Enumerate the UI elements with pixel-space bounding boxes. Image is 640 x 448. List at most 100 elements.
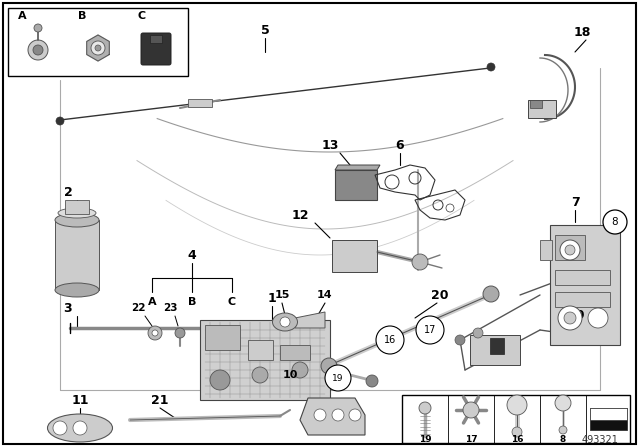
Circle shape [349,409,361,421]
Text: 12: 12 [291,208,308,221]
Circle shape [559,426,567,434]
Circle shape [314,409,326,421]
Text: 14: 14 [317,290,333,300]
Text: 6: 6 [396,138,404,151]
Bar [65,200,89,214]
Circle shape [555,395,571,411]
Polygon shape [295,312,325,328]
Text: 15: 15 [275,290,290,300]
Text: 18: 18 [573,26,591,39]
Bar [205,325,240,350]
Circle shape [73,421,87,435]
Text: B: B [78,11,86,21]
Circle shape [56,117,64,125]
Bar [555,270,610,285]
Ellipse shape [47,414,113,442]
Text: 17: 17 [424,325,436,335]
Text: 21: 21 [151,393,169,406]
Circle shape [332,409,344,421]
Circle shape [512,427,522,437]
Bar [55,220,99,290]
Bar [248,340,273,360]
Ellipse shape [58,208,96,218]
Circle shape [463,402,479,418]
FancyBboxPatch shape [141,33,171,65]
Text: 16: 16 [384,335,396,345]
Circle shape [325,365,351,391]
Text: 17: 17 [465,435,477,444]
Bar [590,408,627,430]
Bar [530,100,542,108]
Circle shape [376,326,404,354]
Text: 13: 13 [321,138,339,151]
Circle shape [34,24,42,32]
Circle shape [280,317,290,327]
Circle shape [33,45,43,55]
Circle shape [252,367,268,383]
Bar [402,395,630,443]
Text: 8: 8 [560,435,566,444]
Text: 20: 20 [431,289,449,302]
Text: 11: 11 [71,393,89,406]
Circle shape [148,326,162,340]
Text: 2: 2 [63,185,72,198]
Circle shape [152,330,158,336]
Polygon shape [87,35,109,61]
Text: 493321: 493321 [582,435,618,445]
Text: B: B [188,297,196,307]
Circle shape [53,421,67,435]
Circle shape [412,254,428,270]
Circle shape [28,40,48,60]
Circle shape [603,210,627,234]
Text: 1: 1 [268,292,276,305]
Bar [550,225,620,345]
Circle shape [487,63,495,71]
Text: 9: 9 [576,309,584,322]
Circle shape [560,240,580,260]
Text: 19: 19 [419,435,431,444]
Bar [540,240,552,260]
Text: 3: 3 [64,302,72,314]
Polygon shape [335,165,380,170]
Text: 23: 23 [163,303,177,313]
Text: 10: 10 [282,370,298,380]
Bar [150,35,162,43]
Circle shape [321,358,337,374]
Bar [555,235,585,260]
Text: 19: 19 [332,374,344,383]
Text: 8: 8 [612,217,618,227]
Circle shape [588,308,608,328]
Text: C: C [138,11,146,21]
Circle shape [473,328,483,338]
Bar [332,240,377,272]
Text: 16: 16 [511,435,524,444]
Bar [200,320,330,400]
Bar [8,8,188,76]
Text: 22: 22 [131,303,145,313]
Text: 7: 7 [571,195,579,208]
Circle shape [507,395,527,415]
Circle shape [419,402,431,414]
Bar [280,345,310,360]
Bar [590,408,627,420]
Bar [470,335,520,365]
Bar [335,170,377,200]
Ellipse shape [55,213,99,227]
Circle shape [564,312,576,324]
Text: 5: 5 [260,23,269,36]
Text: A: A [18,11,27,21]
Circle shape [175,328,185,338]
Circle shape [565,245,575,255]
Circle shape [483,286,499,302]
Ellipse shape [55,283,99,297]
Circle shape [558,306,582,330]
Ellipse shape [273,313,298,331]
Bar [490,338,504,354]
Circle shape [292,362,308,378]
Text: A: A [148,297,156,307]
Circle shape [210,370,230,390]
Circle shape [455,335,465,345]
Text: C: C [228,297,236,307]
Circle shape [91,41,105,55]
Bar [528,100,556,118]
